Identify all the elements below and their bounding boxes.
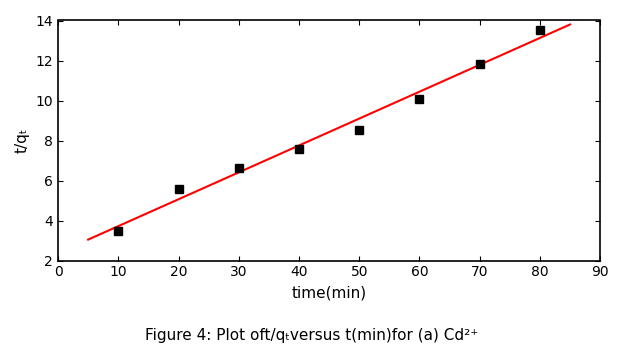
X-axis label: time(min): time(min): [291, 285, 367, 300]
Text: Figure 4: Plot oft/qₜversus t(min)for (a) Cd²⁺: Figure 4: Plot oft/qₜversus t(min)for (a…: [145, 328, 479, 343]
Y-axis label: t/qₜ: t/qₜ: [15, 128, 30, 153]
